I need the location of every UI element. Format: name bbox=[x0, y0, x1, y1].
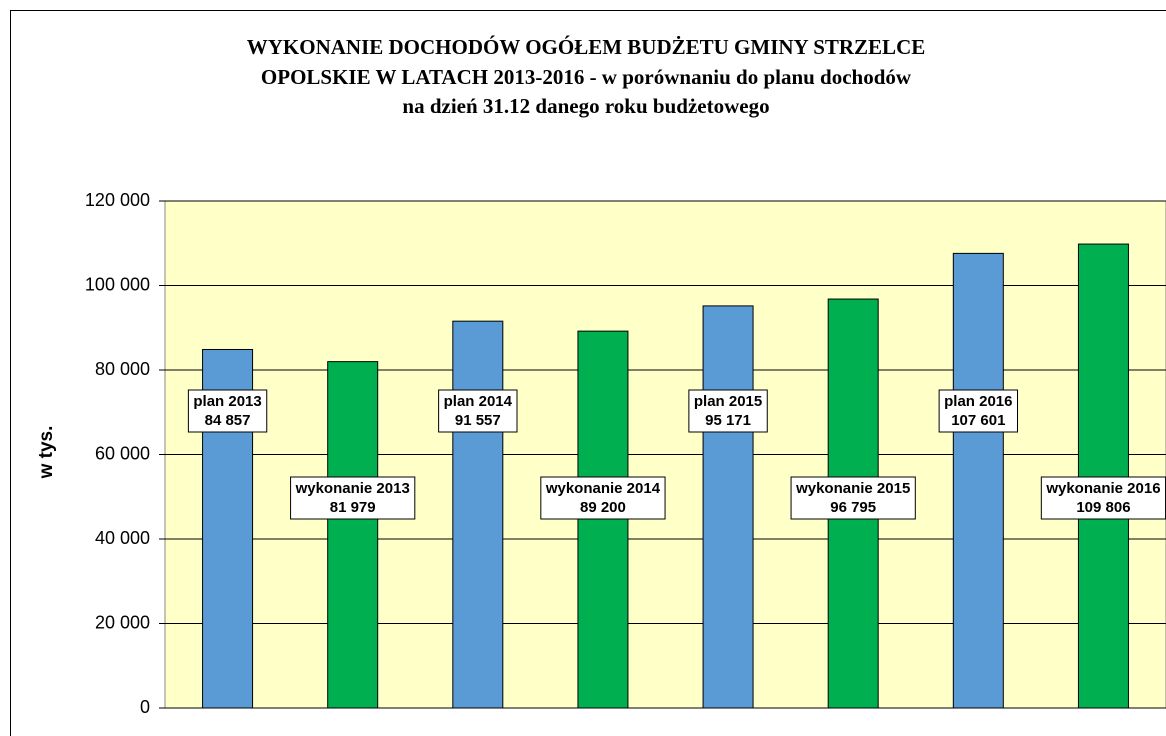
bar bbox=[452, 320, 504, 709]
data-label-name: plan 2013 bbox=[193, 393, 261, 410]
data-label-box bbox=[688, 389, 768, 433]
chart-title: na dzień 31.12 danego roku budżetowego bbox=[402, 94, 769, 118]
data-label-value: 95 171 bbox=[705, 412, 751, 429]
y-tick-label: 80 000 bbox=[95, 359, 150, 379]
bar bbox=[952, 252, 1004, 709]
data-label-name: wykonanie 2014 bbox=[545, 480, 661, 497]
data-label-name: plan 2015 bbox=[694, 393, 762, 410]
chart-title: WYKONANIE DOCHODÓW OGÓŁEM BUDŻETU GMINY … bbox=[247, 35, 926, 59]
bar bbox=[577, 330, 629, 709]
data-label-box bbox=[540, 476, 666, 520]
bar bbox=[1077, 243, 1129, 709]
data-label-box bbox=[938, 389, 1018, 433]
data-label-name: plan 2014 bbox=[444, 393, 513, 410]
y-axis-label: w tys. bbox=[36, 426, 57, 480]
data-label-value: 96 795 bbox=[830, 499, 876, 516]
y-tick-label: 0 bbox=[140, 697, 150, 717]
data-label-name: wykonanie 2016 bbox=[1045, 480, 1160, 497]
data-label-value: 81 979 bbox=[330, 499, 376, 516]
bar bbox=[702, 305, 754, 709]
y-tick-label: 20 000 bbox=[95, 612, 150, 632]
y-tick-label: 40 000 bbox=[95, 528, 150, 548]
data-label-box bbox=[790, 476, 916, 520]
y-tick-label: 60 000 bbox=[95, 443, 150, 463]
data-label-value: 84 857 bbox=[205, 412, 251, 429]
y-tick-label: 120 000 bbox=[85, 190, 150, 210]
data-label-value: 91 557 bbox=[455, 412, 501, 429]
data-label-name: wykonanie 2013 bbox=[295, 480, 410, 497]
chart-title: OPOLSKIE W LATACH 2013-2016 - w porównan… bbox=[261, 65, 912, 89]
data-label-box bbox=[290, 476, 416, 520]
data-label-name: wykonanie 2015 bbox=[795, 480, 910, 497]
data-label-value: 107 601 bbox=[951, 412, 1005, 429]
y-tick-label: 100 000 bbox=[85, 274, 150, 294]
data-label-name: plan 2016 bbox=[944, 393, 1012, 410]
data-label-box bbox=[187, 389, 268, 433]
bar bbox=[327, 361, 379, 709]
data-label-value: 109 806 bbox=[1076, 499, 1130, 516]
data-label-box bbox=[438, 389, 518, 433]
data-label-value: 89 200 bbox=[580, 499, 626, 516]
